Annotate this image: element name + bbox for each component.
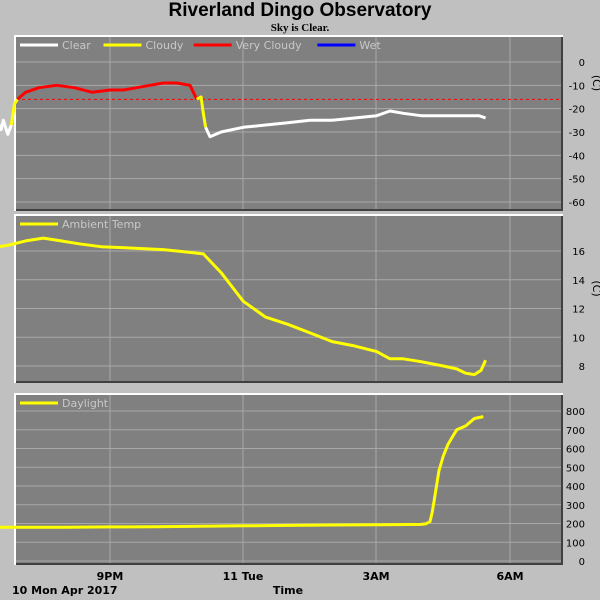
daylight-panel-series-0-daylight [0,415,484,529]
ambient-temp-panel-legend-label-0: Ambient Temp [62,218,141,231]
sky-temp-panel-legend-label-1: Cloudy [146,39,184,52]
sky-temp-panel-series-1-cloudy [9,98,19,126]
daylight-panel-ytick-label-3: 500 [566,463,585,474]
x-tick-label-0: 9PM [97,570,124,583]
ambient-temp-panel-ytick-label-4: 8 [579,362,585,373]
daylight-panel-ytick-label-5: 300 [566,501,585,512]
x-tick-label-3: 6AM [496,570,523,583]
sky-temp-panel-ylabel: (C) [590,75,600,91]
sky-temp-panel-ytick-label-0: 0 [579,58,585,69]
daylight-panel-ytick-label-7: 100 [566,538,585,549]
sky-temp-panel-ytick-label-6: -60 [569,198,585,209]
ambient-temp-panel-series-0-ambient-temp [0,236,487,377]
ambient-temp-panel-ytick-label-0: 16 [572,247,585,258]
daylight-panel-ytick-label-0: 800 [566,407,585,418]
ambient-temp-panel-ytick-label-2: 12 [572,305,585,316]
x-axis-label: Time [273,584,303,597]
daylight-panel-ytick-label-2: 600 [566,445,585,456]
sky-temp-panel-series-3-cloudy [196,95,208,128]
x-tick-label-1: 11 Tue [223,570,264,583]
sky-temp-panel-series-4-clear [204,109,487,139]
ambient-temp-panel-background [16,216,561,381]
page-title: Riverland Dingo Observatory [168,0,432,21]
sky-temp-panel-series-2-very-cloudy [16,81,199,101]
sky-temp-panel-ytick-label-3: -30 [569,128,585,139]
daylight-panel-ytick-label-1: 700 [566,426,585,437]
sky-status: Sky is Clear. [270,22,330,34]
sky-temp-panel-ytick-label-5: -50 [569,175,585,186]
date-label: 10 Mon Apr 2017 [12,584,118,597]
sky-temp-panel-ytick-label-2: -20 [569,105,585,116]
daylight-panel-ytick-label-6: 200 [566,520,585,531]
daylight-panel-legend-label-0: Daylight [62,397,109,410]
daylight-panel-ytick-label-4: 400 [566,482,585,493]
sky-temp-panel-legend-label-0: Clear [62,39,91,52]
sky-temp-panel-legend-label-3: Wet [359,39,381,52]
daylight-panel-ytick-label-8: 0 [579,557,585,568]
daylight-panel-background [16,395,561,563]
x-tick-label-2: 3AM [362,570,389,583]
ambient-temp-panel-ytick-label-1: 14 [572,276,585,287]
ambient-temp-panel-ylabel: (C) [590,280,600,296]
sky-temp-panel-legend-label-2: Very Cloudy [236,39,302,52]
ambient-temp-panel-ytick-label-3: 10 [572,333,585,344]
sky-temp-panel-ytick-label-1: -10 [569,81,585,92]
sky-temp-panel-ytick-label-4: -40 [569,151,585,162]
sky-temp-panel-series-0-clear [0,118,13,136]
